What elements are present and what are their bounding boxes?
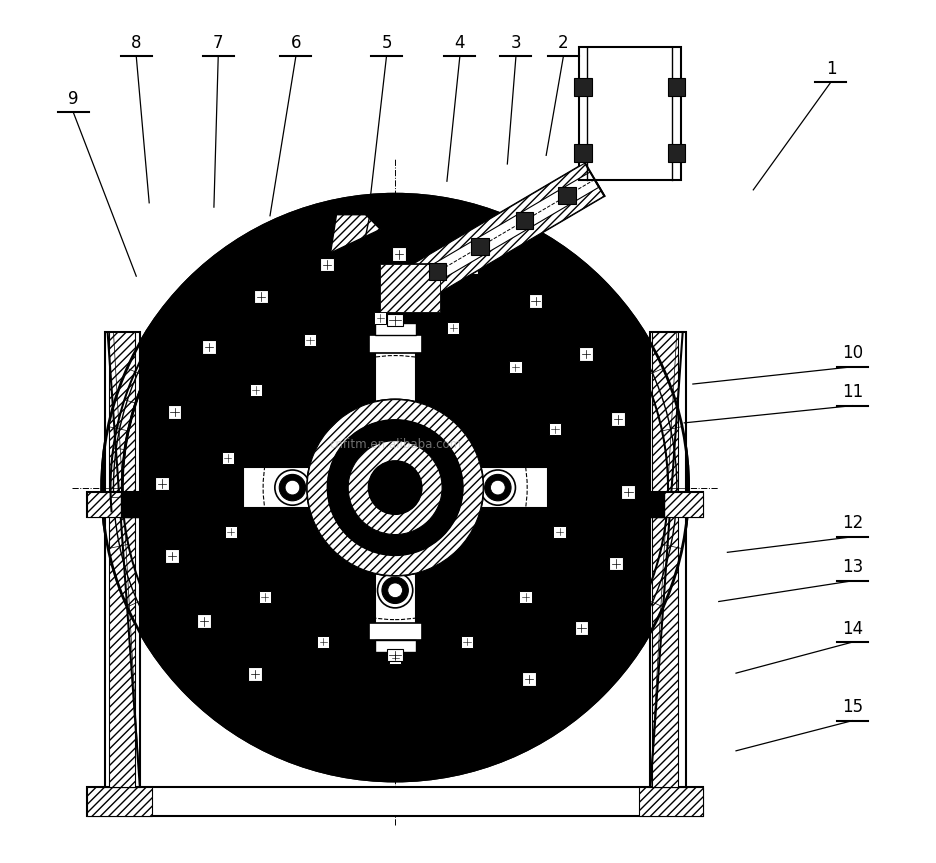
Circle shape [382, 577, 408, 603]
Circle shape [307, 400, 483, 576]
Circle shape [348, 441, 442, 534]
Bar [446, 322, 459, 334]
Text: cnfitm.en.alibaba.com: cnfitm.en.alibaba.com [329, 438, 461, 451]
Bar [87, 787, 152, 816]
Circle shape [484, 475, 510, 501]
Bar [574, 144, 591, 161]
Text: 9: 9 [68, 90, 79, 108]
Bar [248, 667, 261, 681]
Polygon shape [400, 163, 604, 305]
Bar [463, 260, 477, 274]
Bar [608, 557, 622, 570]
Circle shape [285, 480, 300, 495]
Bar [509, 362, 521, 374]
Bar [87, 492, 139, 517]
Polygon shape [414, 187, 604, 305]
Bar [515, 212, 533, 230]
Bar [320, 258, 333, 272]
Bar [255, 290, 268, 304]
Bar [87, 787, 703, 816]
Bar [610, 413, 624, 426]
Circle shape [274, 470, 310, 505]
Bar [379, 264, 440, 312]
Wedge shape [307, 400, 483, 576]
Bar [471, 238, 489, 255]
Text: 2: 2 [558, 34, 568, 52]
Bar [109, 332, 136, 787]
Text: 4: 4 [454, 34, 464, 52]
Text: 13: 13 [841, 558, 862, 576]
Text: 5: 5 [381, 34, 391, 52]
Bar [317, 636, 329, 648]
Bar [667, 144, 685, 161]
Bar [642, 493, 663, 517]
Bar [578, 347, 592, 361]
Text: 12: 12 [841, 514, 862, 532]
Wedge shape [348, 441, 442, 534]
Bar [379, 264, 440, 312]
Bar [374, 640, 416, 652]
Bar [225, 526, 237, 538]
Bar [202, 340, 215, 354]
Bar [574, 79, 591, 96]
Bar [461, 636, 473, 648]
Bar [553, 526, 565, 538]
Bar [374, 335, 416, 640]
Bar [388, 652, 401, 664]
Bar [650, 492, 703, 517]
Text: 3: 3 [510, 34, 520, 52]
Bar [374, 324, 416, 335]
Bar [392, 248, 405, 261]
Bar [638, 787, 703, 816]
Bar [249, 384, 261, 396]
Bar [519, 591, 531, 603]
Circle shape [102, 194, 688, 781]
Bar [121, 493, 141, 517]
Bar [242, 467, 548, 508]
Bar [521, 671, 535, 685]
Circle shape [219, 312, 571, 664]
Circle shape [377, 573, 413, 608]
Circle shape [388, 583, 402, 598]
Bar [387, 649, 402, 661]
Bar [369, 622, 421, 640]
Bar [650, 492, 703, 517]
Bar [548, 424, 561, 436]
Bar [258, 591, 271, 603]
Circle shape [490, 480, 505, 495]
Text: 8: 8 [131, 34, 141, 52]
Bar [369, 335, 421, 353]
Text: 14: 14 [841, 620, 862, 638]
Text: 10: 10 [841, 344, 862, 362]
Bar [373, 312, 386, 324]
Text: 11: 11 [841, 383, 862, 401]
Bar [650, 332, 685, 787]
Circle shape [480, 470, 515, 505]
Text: 1: 1 [825, 60, 836, 78]
Bar [87, 492, 139, 517]
Bar [197, 614, 211, 628]
Bar [154, 476, 168, 490]
Text: 15: 15 [841, 698, 862, 716]
Bar [165, 549, 179, 563]
Bar [667, 79, 685, 96]
Bar [574, 621, 588, 635]
Circle shape [279, 475, 305, 501]
Bar [528, 294, 542, 308]
Polygon shape [330, 215, 380, 253]
Bar [387, 314, 402, 326]
Bar [651, 332, 678, 787]
Polygon shape [578, 47, 680, 180]
Bar [105, 332, 139, 787]
Bar [303, 334, 315, 346]
Bar [168, 405, 182, 419]
Text: 6: 6 [290, 34, 300, 52]
Bar [558, 187, 575, 205]
Bar [621, 485, 635, 499]
Bar [429, 263, 446, 280]
Text: 7: 7 [212, 34, 224, 52]
Bar [221, 452, 233, 464]
Polygon shape [400, 163, 590, 280]
Circle shape [248, 341, 541, 634]
